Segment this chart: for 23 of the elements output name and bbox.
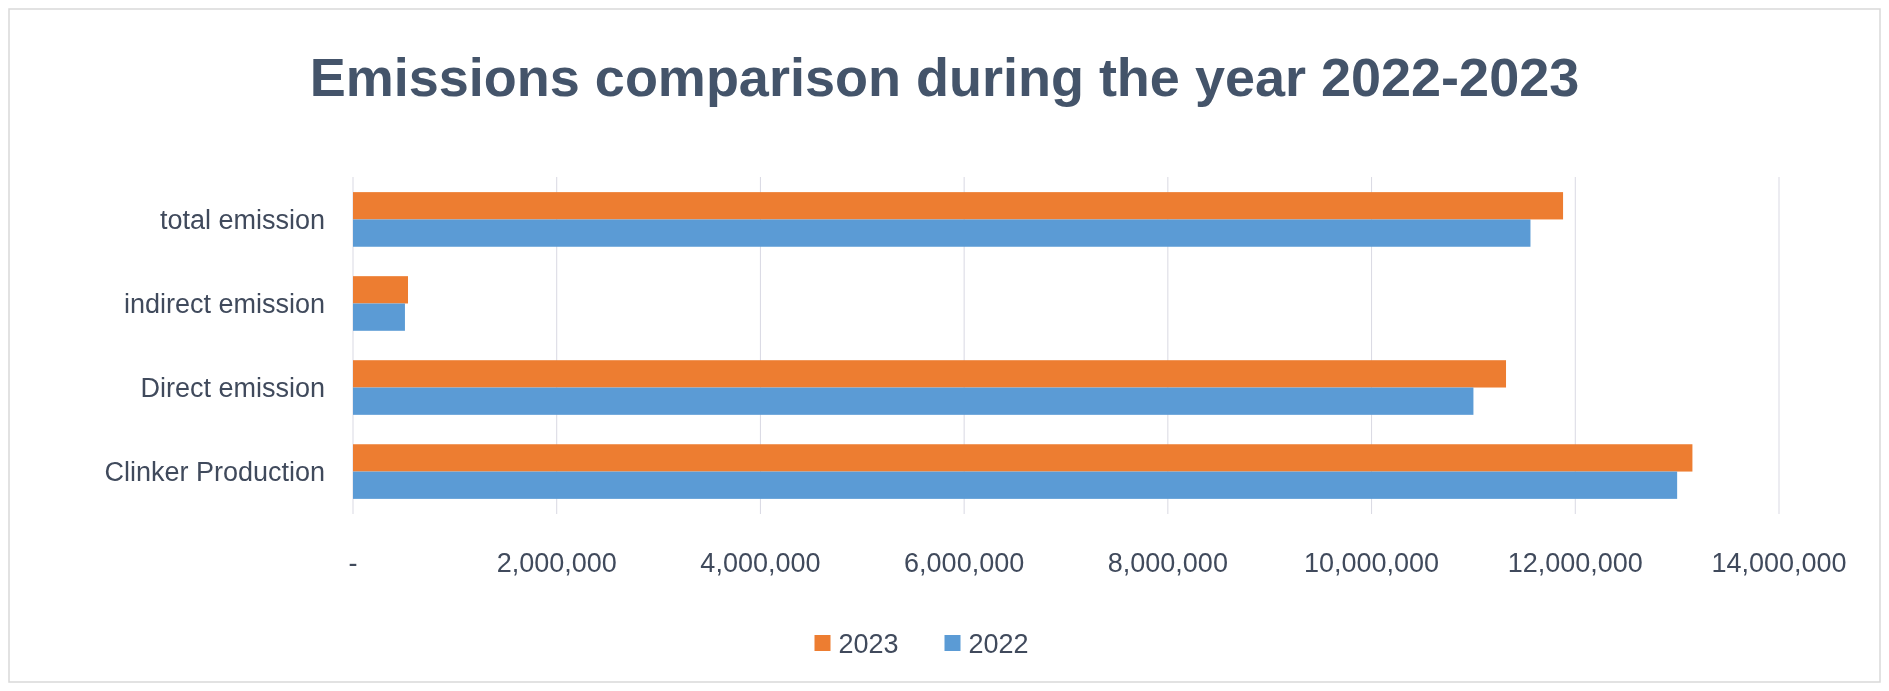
y-tick-label: Direct emission	[140, 372, 325, 403]
x-tick-label: 4,000,000	[700, 548, 821, 578]
x-tick-label: 2,000,000	[496, 548, 617, 578]
bar	[353, 360, 1507, 388]
y-tick-label: Clinker Production	[104, 457, 325, 488]
y-tick-label: total emission	[159, 204, 325, 235]
legend-label: 2023	[838, 629, 899, 660]
chart-title: Emissions comparison during the year 2022-2023	[309, 47, 1580, 107]
x-tick-label: 14,000,000	[1711, 548, 1847, 578]
bar	[353, 192, 1564, 220]
bar	[353, 303, 405, 331]
x-tick-label: 10,000,000	[1304, 548, 1440, 578]
x-tick-label: 8,000,000	[1107, 548, 1228, 578]
bar	[353, 471, 1678, 499]
x-tick-label: -	[348, 548, 358, 578]
legend-label: 2022	[968, 629, 1029, 660]
x-tick-label: 12,000,000	[1507, 548, 1643, 578]
bar	[353, 387, 1474, 415]
x-tick-label: 6,000,000	[904, 548, 1025, 578]
bar	[353, 444, 1693, 472]
y-tick-label: indirect emission	[123, 288, 325, 319]
bar	[353, 219, 1531, 247]
bar	[353, 276, 408, 304]
